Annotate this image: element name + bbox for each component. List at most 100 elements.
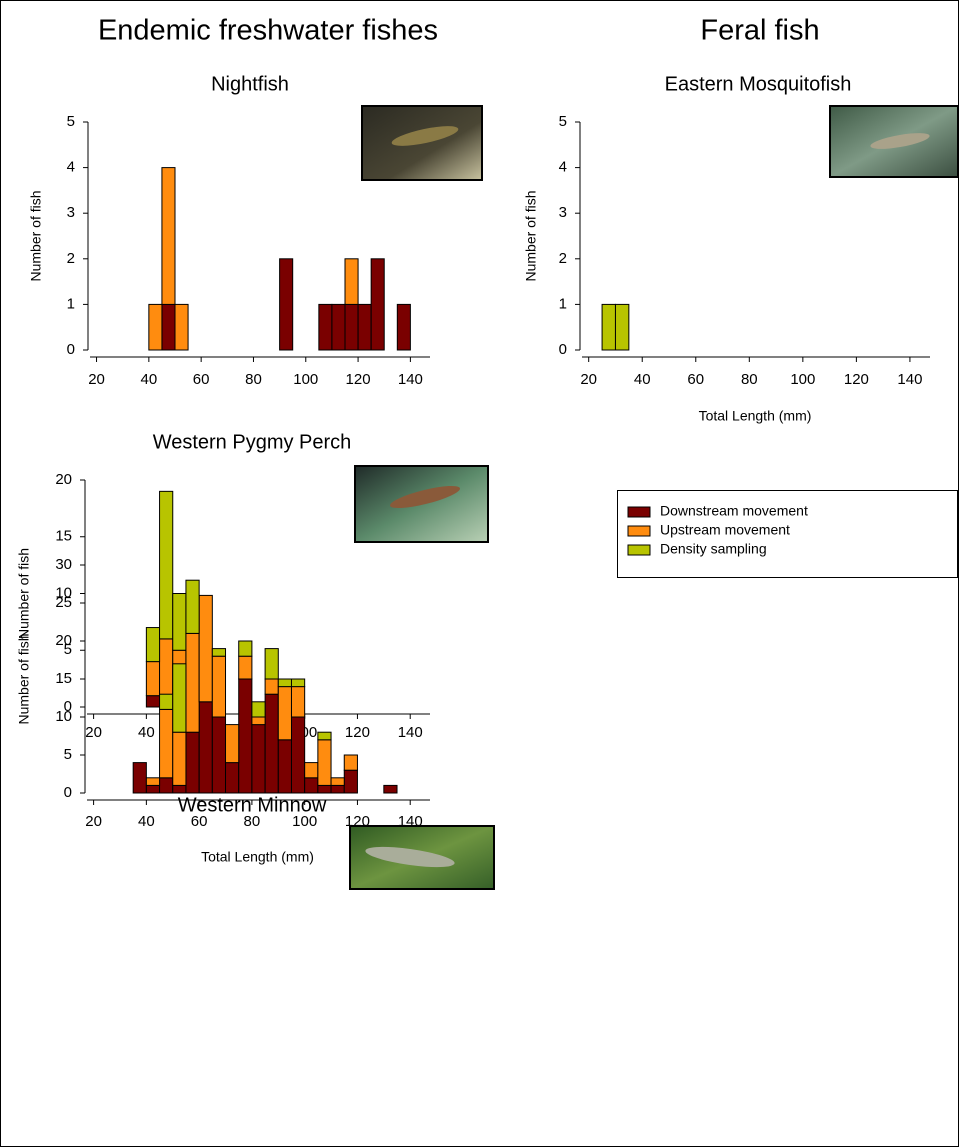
histogram-bar — [160, 778, 173, 793]
x-tick-label: 120 — [345, 724, 370, 741]
histogram-bar — [265, 649, 278, 679]
histogram-bar — [318, 785, 331, 793]
fish-photo — [362, 106, 482, 180]
histogram-bar — [239, 656, 252, 679]
histogram-bar — [331, 778, 344, 786]
histogram-bar — [162, 304, 175, 350]
histogram-bar — [173, 785, 186, 793]
histogram-bar — [146, 785, 159, 793]
histogram-bar — [146, 778, 159, 786]
histogram-bar — [278, 679, 291, 687]
histogram-bar — [239, 641, 252, 656]
histogram-bar — [265, 694, 278, 793]
y-tick-label: 3 — [559, 204, 567, 221]
y-tick-label: 25 — [55, 594, 72, 611]
column-header: Endemic freshwater fishes — [98, 15, 438, 47]
histogram-bar — [331, 785, 344, 793]
histogram-bar — [602, 304, 615, 350]
histogram-bar — [226, 763, 239, 793]
fish-photo — [350, 826, 494, 889]
histogram-bar — [162, 168, 175, 305]
x-axis-title: Total Length (mm) — [201, 849, 314, 865]
x-tick-label: 60 — [191, 813, 208, 830]
y-tick-label: 4 — [559, 159, 567, 176]
x-tick-label: 40 — [138, 724, 155, 741]
y-tick-label: 4 — [67, 159, 75, 176]
histogram-bar — [212, 717, 225, 793]
histogram-bar — [212, 656, 225, 717]
y-axis-title: Number of fish — [28, 190, 44, 281]
y-tick-label: 3 — [67, 204, 75, 221]
histogram-bar — [173, 732, 186, 785]
y-tick-label: 15 — [55, 670, 72, 687]
y-tick-label: 1 — [67, 295, 75, 312]
x-tick-label: 120 — [844, 371, 869, 388]
histogram-bar — [397, 304, 410, 350]
x-tick-label: 60 — [193, 371, 210, 388]
histogram-bar — [199, 595, 212, 701]
histogram-bar — [175, 304, 188, 350]
histogram-bar — [146, 628, 159, 662]
histogram-bar — [280, 259, 293, 350]
x-tick-label: 140 — [398, 813, 423, 830]
histogram-bar — [173, 664, 186, 732]
y-tick-label: 5 — [559, 113, 567, 130]
histogram-bar — [252, 725, 265, 793]
histogram-bar — [239, 679, 252, 793]
x-tick-label: 20 — [85, 724, 102, 741]
x-tick-label: 40 — [141, 371, 158, 388]
histogram-bar — [291, 679, 304, 687]
histogram-bar — [319, 304, 332, 350]
fish-photo — [355, 466, 488, 542]
chart-title: Nightfish — [211, 73, 289, 95]
fish-photo — [830, 106, 958, 177]
x-tick-label: 140 — [897, 371, 922, 388]
histogram-bar — [265, 679, 278, 694]
histogram-bar — [226, 725, 239, 763]
histogram-bar — [146, 662, 159, 696]
histogram-bar — [278, 687, 291, 740]
x-tick-label: 60 — [687, 371, 704, 388]
histogram-bar — [160, 491, 173, 639]
legend-swatch — [628, 545, 650, 555]
y-axis-title: Number of fish — [523, 190, 539, 281]
histogram-bar — [305, 763, 318, 778]
histogram-bar — [160, 709, 173, 777]
chart-title: Eastern Mosquitofish — [665, 73, 852, 95]
histogram-bar — [186, 580, 199, 633]
histogram-bar — [291, 687, 304, 717]
x-tick-label: 140 — [398, 724, 423, 741]
x-tick-label: 120 — [346, 371, 371, 388]
x-tick-label: 100 — [790, 371, 815, 388]
histogram-bar — [291, 717, 304, 793]
histogram-bar — [146, 696, 159, 707]
y-tick-label: 2 — [67, 250, 75, 267]
x-tick-label: 80 — [245, 371, 262, 388]
x-tick-label: 80 — [741, 371, 758, 388]
x-tick-label: 100 — [292, 813, 317, 830]
y-tick-label: 5 — [64, 746, 72, 763]
histogram-bar — [278, 740, 291, 793]
y-tick-label: 0 — [67, 341, 75, 358]
y-tick-label: 20 — [55, 632, 72, 649]
histogram-bar — [332, 304, 345, 350]
x-tick-label: 40 — [138, 813, 155, 830]
x-axis-title: Total Length (mm) — [699, 408, 812, 424]
column-header: Feral fish — [700, 15, 819, 47]
histogram-bar — [344, 755, 357, 770]
y-tick-label: 1 — [559, 295, 567, 312]
x-tick-label: 20 — [85, 813, 102, 830]
legend-swatch — [628, 526, 650, 536]
y-tick-label: 0 — [64, 784, 72, 801]
histogram-bar — [133, 763, 146, 793]
histogram-bar — [344, 770, 357, 793]
y-tick-label: 10 — [55, 708, 72, 725]
y-tick-label: 0 — [559, 341, 567, 358]
histogram-bar — [318, 732, 331, 740]
y-axis-title: Number of fish — [16, 633, 32, 724]
histogram-bar — [149, 304, 162, 350]
legend-label: Density sampling — [660, 541, 767, 557]
histogram-bar — [186, 633, 199, 732]
y-tick-label: 2 — [559, 250, 567, 267]
chart-title: Western Pygmy Perch — [153, 431, 352, 453]
